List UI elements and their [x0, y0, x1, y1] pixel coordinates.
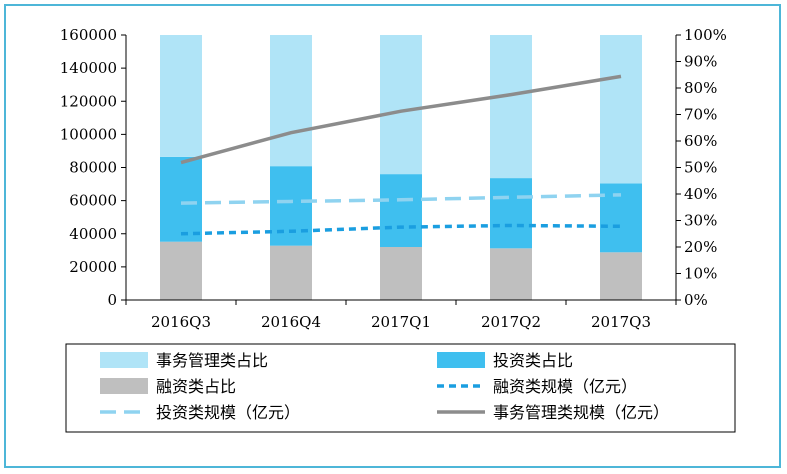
legend-label-0: 融资类占比	[156, 377, 236, 396]
tick-label-left: 80000	[69, 159, 117, 177]
bars-layer	[160, 35, 642, 300]
bar-0-2016Q4	[270, 245, 312, 300]
tick-label-right: 90%	[684, 53, 717, 71]
tick-label-right: 10%	[684, 265, 717, 283]
tick-label-x: 2017Q2	[481, 313, 541, 331]
tick-label-x: 2016Q3	[151, 313, 211, 331]
tick-label-left: 160000	[60, 26, 117, 44]
tick-label-right: 40%	[684, 185, 717, 203]
axes-layer: 0 20000 40000 60000 80000 100000 120000 140000 1…	[60, 26, 727, 331]
legend-label-4: 投资类规模（亿元）	[156, 403, 300, 422]
bar-2-2017Q1	[380, 35, 422, 175]
tick-label-right: 80%	[684, 79, 717, 97]
bar-0-2017Q1	[380, 247, 422, 300]
legend-swatch-0	[100, 378, 148, 394]
tick-label-x: 2017Q1	[371, 313, 431, 331]
tick-label-x: 2016Q4	[261, 313, 321, 331]
bar-1-2017Q3	[600, 183, 642, 253]
tick-label-left: 0	[107, 291, 117, 309]
tick-label-right: 100%	[684, 26, 727, 44]
bar-1-2016Q4	[270, 166, 312, 246]
tick-label-left: 20000	[69, 258, 117, 276]
bar-1-2017Q2	[490, 178, 532, 249]
tick-label-left: 40000	[69, 225, 117, 243]
bar-2-2016Q4	[270, 35, 312, 167]
legend-box	[65, 343, 736, 433]
line-series-4	[180, 193, 622, 205]
bar-2-2017Q2	[490, 35, 532, 179]
tick-label-x: 2017Q3	[591, 313, 651, 331]
line-series-5	[180, 74, 622, 165]
tick-label-right: 20%	[684, 238, 717, 256]
tick-label-right: 0%	[684, 291, 708, 309]
lines-layer	[180, 74, 622, 236]
bar-2-2017Q3	[600, 35, 642, 184]
tick-label-right: 50%	[684, 159, 717, 177]
tick-label-right: 60%	[684, 132, 717, 150]
legend-swatch-1	[437, 352, 485, 368]
bar-1-2016Q3	[160, 156, 202, 242]
tick-label-left: 60000	[69, 192, 117, 210]
bar-0-2017Q2	[490, 248, 532, 300]
tick-label-right: 30%	[684, 212, 717, 230]
bar-1-2017Q1	[380, 174, 422, 247]
bar-0-2016Q3	[160, 241, 202, 300]
line-series-3	[180, 223, 622, 236]
tick-label-right: 70%	[684, 106, 717, 124]
legend-swatch-2	[100, 352, 148, 368]
bar-2-2016Q3	[160, 35, 202, 157]
legend-label-1: 投资类占比	[493, 351, 573, 370]
legend-label-2: 事务管理类占比	[156, 351, 268, 370]
bar-0-2017Q3	[600, 252, 642, 300]
legend-label-3: 融资类规模（亿元）	[493, 377, 637, 396]
legend-label-5: 事务管理类规模（亿元）	[493, 403, 669, 422]
chart-frame	[4, 4, 781, 468]
tick-label-left: 140000	[60, 59, 117, 77]
tick-label-left: 100000	[60, 125, 117, 143]
tick-label-left: 120000	[60, 92, 117, 110]
